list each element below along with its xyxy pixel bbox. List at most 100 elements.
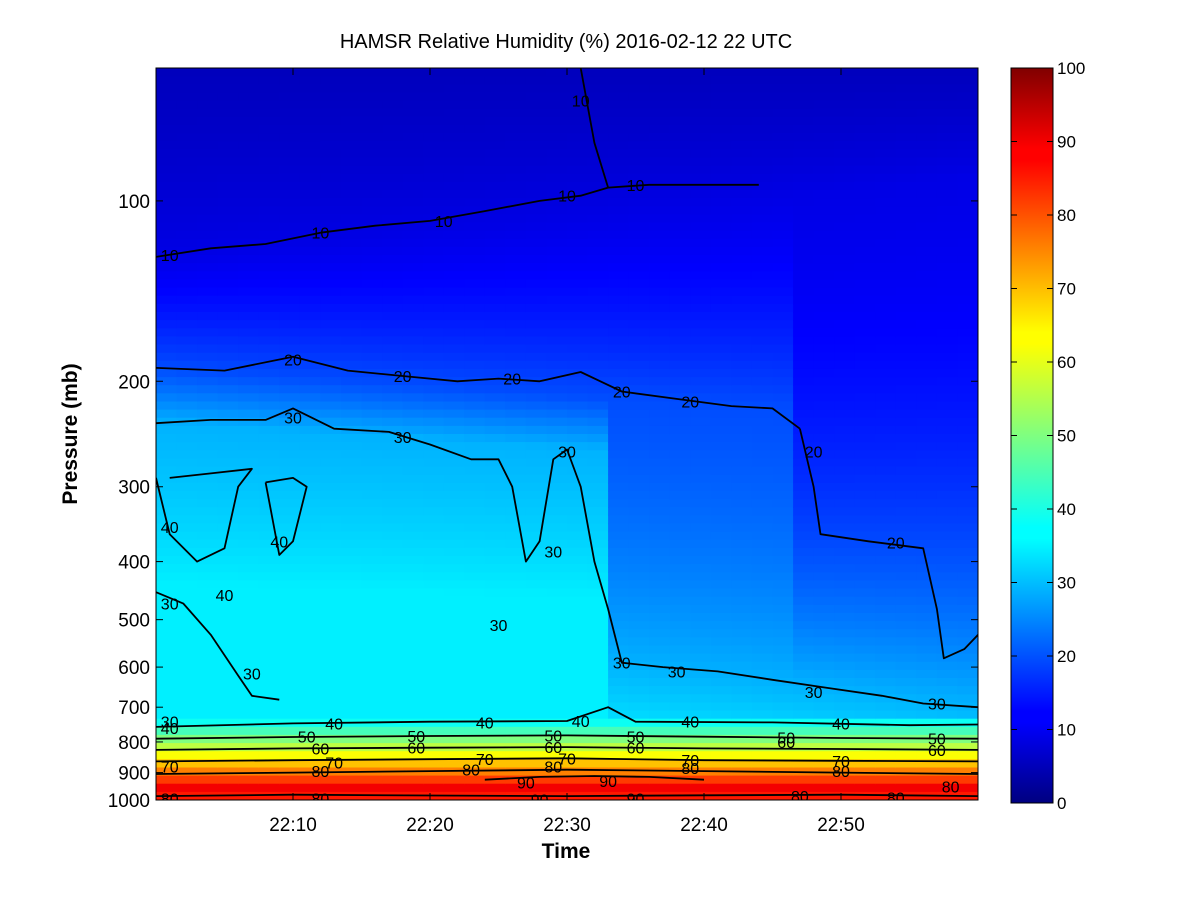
field-cell <box>834 279 856 289</box>
field-cell <box>710 344 733 354</box>
field-cell <box>628 124 650 134</box>
field-cell <box>895 751 918 761</box>
field-cell <box>382 344 404 354</box>
field-cell <box>546 702 568 712</box>
field-cell <box>587 190 609 199</box>
field-cell <box>217 181 239 191</box>
field-cell <box>567 328 589 338</box>
field-cell <box>402 621 424 630</box>
field-cell <box>279 206 301 216</box>
field-cell <box>751 206 774 216</box>
field-cell <box>731 775 753 785</box>
field-cell <box>197 621 219 630</box>
field-cell <box>341 206 363 216</box>
field-cell <box>443 141 466 151</box>
field-cell <box>751 352 774 362</box>
field-cell <box>567 434 589 443</box>
field-cell <box>525 775 548 785</box>
field-cell <box>731 263 753 273</box>
field-cell <box>669 450 692 460</box>
field-cell <box>628 84 650 94</box>
field-cell <box>299 328 322 338</box>
field-cell <box>916 303 938 313</box>
field-cell <box>423 564 445 573</box>
field-cell <box>525 694 548 704</box>
field-cell <box>567 214 589 224</box>
colorbar-tick-label: 40 <box>1057 500 1076 519</box>
field-cell <box>423 783 445 793</box>
colorbar-tick-label: 0 <box>1057 794 1066 813</box>
field-cell <box>875 604 897 614</box>
field-cell <box>834 149 856 159</box>
field-cell <box>217 377 239 386</box>
field-cell <box>587 588 609 598</box>
field-cell <box>813 458 835 468</box>
field-cell <box>197 572 219 582</box>
field-cell <box>875 116 897 126</box>
field-cell <box>402 246 424 256</box>
field-cell <box>258 645 281 655</box>
field-cell <box>299 653 322 663</box>
field-cell <box>751 734 774 744</box>
field-cell <box>443 255 466 264</box>
field-cell <box>834 246 856 256</box>
field-cell <box>546 474 568 484</box>
field-cell <box>320 303 342 313</box>
field-cell <box>423 238 445 248</box>
field-cell <box>402 230 424 240</box>
field-cell <box>525 645 548 655</box>
field-cell <box>936 458 959 468</box>
field-cell <box>279 295 301 305</box>
field-cell <box>854 775 877 785</box>
field-cell <box>710 206 733 216</box>
field-cell <box>382 775 404 785</box>
field-cell <box>361 442 383 451</box>
field-cell <box>710 775 733 785</box>
y-tick-label: 800 <box>118 733 150 754</box>
field-cell <box>217 279 239 289</box>
field-cell <box>690 149 712 159</box>
field-cell <box>525 751 548 761</box>
field-cell <box>916 434 938 443</box>
field-cell <box>176 352 198 362</box>
field-cell <box>402 442 424 451</box>
field-cell <box>238 173 260 183</box>
field-cell <box>505 669 527 679</box>
field-cell <box>649 84 671 94</box>
field-cell <box>608 661 630 671</box>
field-cell <box>443 482 466 492</box>
field-cell <box>895 596 918 606</box>
field-cell <box>382 84 404 94</box>
field-cell <box>156 344 178 354</box>
field-cell <box>895 295 918 305</box>
field-cell <box>484 214 507 224</box>
field-cell <box>608 100 630 110</box>
field-cell <box>834 238 856 248</box>
field-cell <box>731 759 753 769</box>
field-cell <box>464 108 486 118</box>
field-cell <box>669 271 692 281</box>
field-cell <box>505 149 527 159</box>
field-cell <box>361 190 383 199</box>
field-cell <box>505 238 527 248</box>
field-cell <box>443 287 466 297</box>
field-cell <box>813 547 835 557</box>
field-cell <box>793 669 815 679</box>
field-cell <box>546 645 568 655</box>
field-cell <box>895 694 918 704</box>
field-cell <box>525 149 548 159</box>
field-cell <box>525 515 548 525</box>
field-cell <box>402 499 424 508</box>
field-cell <box>505 173 527 183</box>
field-cell <box>875 255 897 264</box>
field-cell <box>484 230 507 240</box>
contour-label: 90 <box>599 774 617 791</box>
field-cell <box>731 791 753 800</box>
field-cell <box>895 434 918 443</box>
field-cell <box>936 596 959 606</box>
field-cell <box>361 507 383 517</box>
field-cell <box>854 336 877 346</box>
field-cell <box>793 507 815 517</box>
field-cell <box>197 320 219 329</box>
field-cell <box>875 743 897 752</box>
